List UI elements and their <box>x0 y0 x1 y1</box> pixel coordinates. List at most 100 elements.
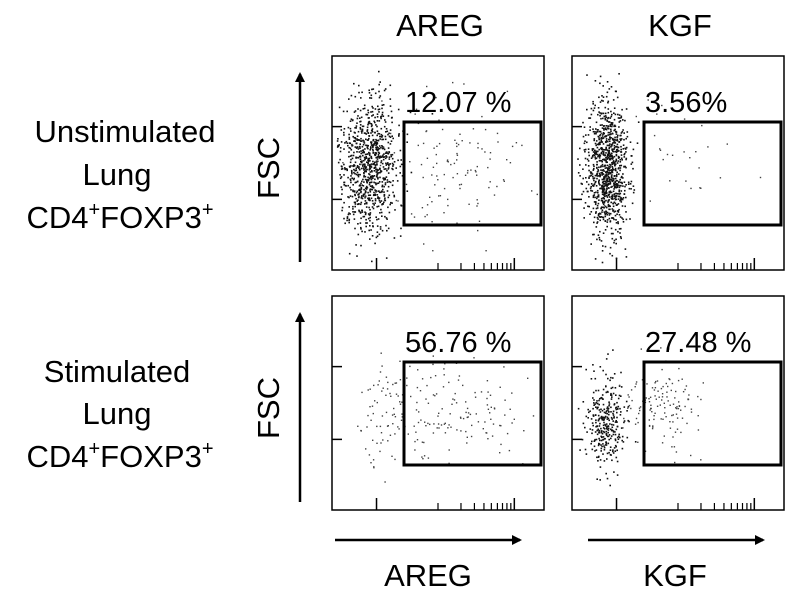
data-point <box>421 456 423 458</box>
data-point <box>637 441 639 443</box>
data-point <box>610 201 612 204</box>
data-point <box>438 119 440 121</box>
data-point <box>629 141 632 143</box>
data-point <box>593 445 596 448</box>
data-point <box>359 173 361 176</box>
data-point <box>606 185 608 188</box>
data-point <box>659 149 662 151</box>
data-point <box>363 181 365 183</box>
data-point <box>603 193 606 195</box>
data-point <box>348 218 351 221</box>
data-point <box>597 135 600 138</box>
data-point <box>621 131 624 133</box>
data-point <box>579 449 581 451</box>
data-point <box>626 131 629 133</box>
data-point <box>608 403 611 405</box>
data-point <box>406 141 408 143</box>
data-point <box>614 421 617 423</box>
data-point <box>601 191 604 193</box>
data-point <box>611 197 614 200</box>
data-point <box>611 196 614 199</box>
data-point <box>433 147 435 149</box>
data-point <box>591 148 594 150</box>
data-point <box>367 109 369 112</box>
data-point <box>591 173 594 175</box>
data-point <box>339 150 342 153</box>
data-point <box>456 159 458 161</box>
data-point <box>600 397 602 399</box>
data-point <box>363 174 365 177</box>
data-point <box>603 201 606 204</box>
data-point <box>450 163 452 166</box>
data-point <box>360 120 362 123</box>
data-point <box>375 160 378 162</box>
data-point <box>354 140 356 142</box>
data-point <box>606 161 608 163</box>
data-point <box>615 408 618 411</box>
data-point <box>375 216 377 218</box>
data-point <box>361 197 364 200</box>
data-point <box>371 186 373 188</box>
data-point <box>610 411 612 413</box>
data-point <box>595 438 598 441</box>
data-point <box>667 400 669 402</box>
data-point <box>619 164 621 167</box>
data-point <box>615 428 618 431</box>
data-point <box>595 152 598 154</box>
data-point <box>368 229 370 232</box>
data-point <box>606 416 609 419</box>
data-point <box>674 461 676 464</box>
data-point <box>609 133 611 136</box>
data-point <box>634 441 637 443</box>
data-point <box>447 427 449 429</box>
data-point <box>425 398 427 400</box>
data-point <box>614 124 616 127</box>
data-point <box>380 115 383 118</box>
data-point <box>601 250 604 252</box>
data-point <box>359 163 361 166</box>
data-point <box>369 388 371 390</box>
data-point <box>611 158 614 160</box>
data-point <box>607 168 610 171</box>
data-point <box>401 413 403 415</box>
gate-percent-label: 27.48 % <box>645 327 751 359</box>
data-point <box>343 128 346 130</box>
data-point <box>612 202 614 205</box>
data-point <box>352 165 354 167</box>
data-point <box>681 378 683 380</box>
data-point <box>616 96 619 99</box>
data-point <box>602 206 605 209</box>
data-point <box>645 397 647 399</box>
data-point <box>359 184 361 186</box>
data-point <box>625 400 628 403</box>
data-point <box>363 215 366 218</box>
data-point <box>360 182 362 185</box>
data-point <box>604 128 607 130</box>
data-point <box>348 212 350 214</box>
data-point <box>376 113 379 115</box>
data-point <box>622 185 624 187</box>
gate-percent-label: 12.07 % <box>405 87 511 119</box>
data-point <box>588 411 590 414</box>
data-point <box>602 403 605 406</box>
data-point <box>604 193 607 195</box>
data-point <box>620 395 622 397</box>
data-point <box>595 212 597 214</box>
data-point <box>582 135 585 138</box>
data-point <box>652 425 654 427</box>
data-point <box>612 195 614 197</box>
data-point <box>454 392 456 395</box>
data-point <box>612 156 614 159</box>
data-point <box>353 218 356 220</box>
data-point <box>413 216 416 218</box>
data-point <box>385 217 388 219</box>
data-point <box>586 181 588 183</box>
data-point <box>435 96 437 99</box>
data-point <box>381 181 384 183</box>
data-point <box>605 430 608 433</box>
data-point <box>625 218 628 221</box>
data-point <box>349 155 352 157</box>
data-point <box>607 150 610 152</box>
data-point <box>613 211 616 213</box>
data-point <box>619 232 621 234</box>
